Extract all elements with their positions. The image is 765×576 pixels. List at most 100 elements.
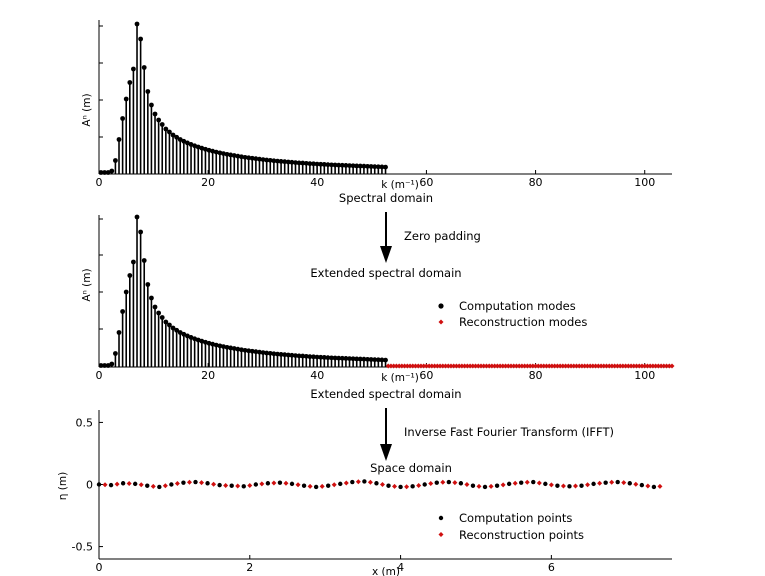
stem-marker xyxy=(228,152,234,158)
stem-marker xyxy=(249,155,255,161)
stem-marker xyxy=(332,355,338,361)
stem-marker xyxy=(203,339,208,345)
reconstruction-mode-marker xyxy=(456,363,462,369)
stem-marker xyxy=(102,170,108,175)
x-tick-label: 60 xyxy=(419,176,433,189)
reconstruction-mode-marker xyxy=(473,363,479,369)
computation-point xyxy=(615,479,620,485)
stem-marker xyxy=(282,352,288,358)
stem-marker xyxy=(365,356,370,362)
stem-marker xyxy=(289,159,295,165)
reconstruction-point xyxy=(392,483,398,489)
reconstruction-mode-marker xyxy=(478,363,484,369)
reconstruction-mode-marker xyxy=(639,363,645,369)
reconstruction-point xyxy=(512,480,518,486)
stem-marker xyxy=(105,170,111,175)
reconstruction-point xyxy=(428,481,434,487)
stem-marker xyxy=(145,89,151,94)
reconstruction-mode-marker xyxy=(415,363,421,369)
stem-marker xyxy=(170,132,176,138)
computation-point xyxy=(506,481,512,487)
computation-point xyxy=(374,481,379,486)
reconstruction-point xyxy=(174,481,180,487)
stem-marker xyxy=(181,138,187,144)
x-ticks: 0 2 4 6 xyxy=(96,555,555,574)
stem-marker xyxy=(98,363,104,368)
stem-marker xyxy=(127,80,133,85)
stem-marker xyxy=(311,161,316,167)
legend-reconstruction-marker xyxy=(438,532,444,537)
stem-marker xyxy=(134,21,140,27)
stem-marker xyxy=(325,355,331,361)
computation-point xyxy=(132,481,138,487)
computation-point xyxy=(253,482,259,487)
reconstruction-point xyxy=(536,480,542,486)
reconstruction-mode-marker xyxy=(418,363,424,369)
reconstruction-mode-marker xyxy=(530,363,536,369)
computation-point xyxy=(446,479,452,485)
reconstruction-mode-marker xyxy=(557,363,563,369)
stem-marker xyxy=(278,352,284,357)
stem-marker xyxy=(185,333,190,339)
stem-marker xyxy=(260,157,266,163)
reconstruction-mode-marker xyxy=(634,363,640,369)
reconstruction-mode-marker xyxy=(462,363,468,369)
stem-marker xyxy=(156,117,162,123)
stem-marker xyxy=(293,353,298,358)
computation-point xyxy=(362,479,367,484)
reconstruction-mode-marker xyxy=(486,363,492,369)
reconstruction-point xyxy=(548,482,554,488)
stem-marker xyxy=(235,346,241,352)
stem-marker xyxy=(336,162,342,168)
computation-point xyxy=(386,483,391,488)
computation-point xyxy=(627,481,632,486)
reconstruction-mode-marker xyxy=(421,363,427,369)
stem-marker xyxy=(372,164,378,170)
reconstruction-point xyxy=(367,479,373,485)
computation-point xyxy=(398,484,403,490)
legend-computation-marker xyxy=(438,515,444,521)
y-axis-label: Aⁿ (m) xyxy=(81,93,93,126)
x-axis-label: x (m) xyxy=(372,566,400,576)
reconstruction-mode-marker xyxy=(385,363,391,369)
reconstruction-point xyxy=(621,480,627,486)
reconstruction-mode-marker xyxy=(543,363,549,369)
reconstruction-point xyxy=(560,483,566,489)
stem-marker xyxy=(303,160,309,166)
reconstruction-point xyxy=(150,483,156,489)
reconstruction-point xyxy=(331,482,337,488)
x-tick-label: 60 xyxy=(419,369,433,382)
stem-marker xyxy=(188,142,194,147)
reconstruction-mode-marker xyxy=(565,363,571,369)
stem-marker xyxy=(311,354,316,360)
stem-marker xyxy=(102,363,108,368)
stem-marker xyxy=(199,145,205,151)
reconstruction-mode-marker xyxy=(426,363,432,369)
stem-marker xyxy=(339,162,345,168)
stem-marker xyxy=(329,355,334,361)
computation-point xyxy=(157,484,162,490)
reconstruction-mode-marker xyxy=(612,363,618,369)
reconstruction-mode-marker xyxy=(497,363,503,369)
stem-marker xyxy=(383,164,388,170)
reconstruction-point xyxy=(235,483,241,489)
stem-marker xyxy=(375,164,381,170)
reconstruction-mode-marker xyxy=(429,363,435,369)
stem-marker xyxy=(105,363,111,368)
reconstruction-mode-marker xyxy=(552,363,558,369)
reconstruction-mode-marker xyxy=(628,363,634,369)
stem-marker xyxy=(379,164,385,170)
stem-marker xyxy=(113,158,118,163)
stem-marker xyxy=(224,344,230,350)
stem-marker xyxy=(253,349,259,355)
stem-marker xyxy=(368,164,374,169)
reconstruction-mode-marker xyxy=(560,363,566,369)
reconstruction-mode-marker xyxy=(467,363,473,369)
stem-marker xyxy=(354,163,360,169)
reconstruction-mode-marker xyxy=(598,363,604,369)
reconstruction-mode-marker xyxy=(549,363,555,369)
stem-marker xyxy=(224,151,230,157)
reconstruction-mode-marker xyxy=(513,363,519,369)
stem-marker xyxy=(296,353,302,359)
